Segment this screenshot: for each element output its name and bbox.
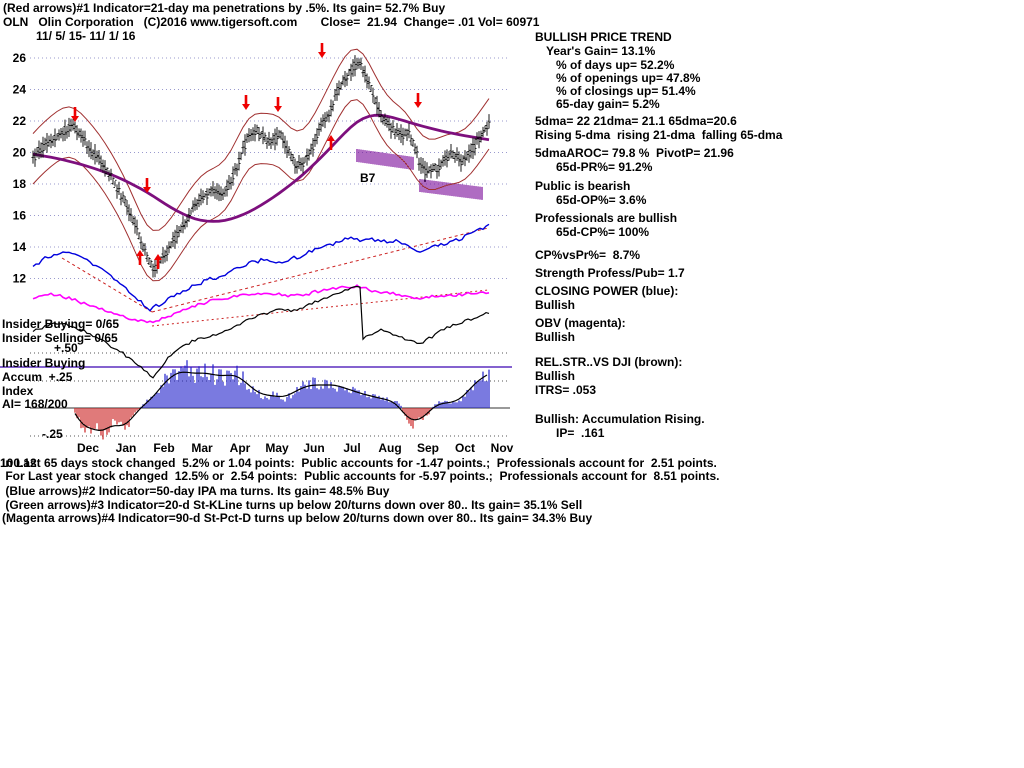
- relstr-header: REL.STR..VS DJI (brown):: [535, 355, 683, 369]
- month-label: Aug: [378, 441, 401, 455]
- ip-value: IP= .161: [556, 426, 605, 440]
- price-tick-label: 22: [13, 114, 27, 128]
- indicator4-legend: (Magenta arrows)#4 Indicator=90-d St-Pct…: [2, 511, 593, 525]
- month-label: Sep: [417, 441, 439, 455]
- pr-pct: 65d-PR%= 91.2%: [556, 160, 653, 174]
- month-label: Nov: [491, 441, 514, 455]
- index-label: Index: [2, 384, 34, 398]
- accumulation-status: Bullish: Accumulation Rising.: [535, 412, 705, 426]
- closing-power-header: CLOSING POWER (blue):: [535, 284, 679, 298]
- down-arrow-icon: [414, 102, 422, 108]
- price-tick-label: 16: [13, 209, 27, 223]
- aroc-pivot: 5dmaAROC= 79.8 % PivotP= 21.96: [535, 146, 734, 160]
- years-gain: Year's Gain= 13.1%: [546, 44, 656, 58]
- indicator2-legend: (Blue arrows)#2 Indicator=50-day IPA ma …: [2, 484, 390, 498]
- rel-strength-line: [32, 285, 490, 379]
- month-label: Jul: [343, 441, 360, 455]
- price-tick-label: 26: [13, 51, 27, 65]
- down-arrow-icon: [318, 52, 326, 58]
- openings-up-pct: % of openings up= 47.8%: [556, 71, 701, 85]
- title-bar: OLN Olin Corporation (C)2016 www.tigerso…: [3, 15, 540, 29]
- cp-pct: 65d-CP%= 100%: [556, 225, 650, 239]
- insider-buying-count: Insider Buying= 0/65: [2, 317, 120, 331]
- month-label: Apr: [230, 441, 251, 455]
- down-arrow-icon: [143, 187, 151, 193]
- closing-power-status: Bullish: [535, 298, 576, 312]
- up-arrow-icon: [154, 254, 162, 260]
- month-label: Jun: [303, 441, 324, 455]
- price-tick-label: 14: [13, 240, 27, 254]
- public-sentiment: Public is bearish: [535, 179, 631, 193]
- up-arrow-icon: [327, 135, 335, 141]
- dma-values: 5dma= 22 21dma= 21.1 65dma=20.6: [535, 114, 737, 128]
- chart-annotation: B7: [360, 171, 376, 185]
- trendline: [151, 289, 489, 327]
- op-pct: 65d-OP%= 3.6%: [556, 193, 647, 207]
- month-label: Feb: [153, 441, 174, 455]
- insider-buying-label: Insider Buying: [2, 356, 86, 370]
- upper-band: [32, 48, 490, 231]
- price-tick-label: 18: [13, 177, 27, 191]
- obv-status: Bullish: [535, 330, 576, 344]
- dma-trends: Rising 5-dma rising 21-dma falling 65-dm…: [535, 128, 783, 142]
- price-tick-label: 12: [13, 272, 27, 286]
- month-label: Jan: [116, 441, 137, 455]
- axis-overlap-text: 100.12: [0, 456, 37, 470]
- month-label: May: [265, 441, 289, 455]
- stock-chart: 26 24 22 20 18 16 14 12 Dec Jan Feb Mar Apr May Jun Jul…: [0, 43, 514, 455]
- ai-value: AI= 168/200: [2, 397, 68, 411]
- down-arrow-icon: [71, 116, 79, 122]
- bullish-price-trend-header: BULLISH PRICE TREND: [535, 30, 672, 44]
- obv-line: [32, 284, 490, 324]
- date-range: 11/ 5/ 15- 11/ 1/ 16: [36, 29, 136, 43]
- footer-year-summary: For Last year stock changed 12.5% or 2.5…: [2, 469, 720, 483]
- lower-band: [32, 99, 490, 282]
- indicator3-legend: (Green arrows)#3 Indicator=20-d St-KLine…: [2, 498, 583, 512]
- strength-ratio: Strength Profess/Pub= 1.7: [535, 266, 685, 280]
- itrs-value: ITRS= .053: [535, 383, 597, 397]
- month-label: Mar: [191, 441, 213, 455]
- accum-plus25-label: Accum +.25: [2, 370, 73, 384]
- month-label: Dec: [77, 441, 99, 455]
- relstr-status: Bullish: [535, 369, 576, 383]
- professional-sentiment: Professionals are bullish: [535, 211, 678, 225]
- indicator1-legend: (Red arrows)#1 Indicator=21-day ma penet…: [3, 1, 446, 15]
- days-up-pct: % of days up= 52.2%: [556, 58, 675, 72]
- price-tick-label: 24: [13, 83, 27, 97]
- accum-line: [74, 371, 488, 432]
- price-tick-label: 20: [13, 146, 27, 160]
- closings-up-pct: % of closings up= 51.4%: [556, 84, 696, 98]
- trendline: [61, 257, 153, 313]
- sixtyfive-day-gain: 65-day gain= 5.2%: [556, 97, 660, 111]
- month-label: Oct: [455, 441, 475, 455]
- up-arrow-icon: [136, 250, 144, 256]
- down-arrow-icon: [242, 104, 250, 110]
- down-arrow-icon: [274, 106, 282, 112]
- footer-65day-summary: In Last 65 days stock changed 5.2% or 1.…: [2, 456, 717, 470]
- obv-header: OBV (magenta):: [535, 316, 626, 330]
- trendline: [151, 227, 489, 313]
- insider-selling-count: Insider Selling= 0/65: [2, 331, 118, 345]
- scale-plus50-label: +.50: [54, 341, 78, 355]
- closing-power-line: [32, 223, 490, 312]
- scale-minus25-label: -.25: [42, 427, 63, 441]
- cp-vs-pr: CP%vsPr%= 8.7%: [535, 248, 641, 262]
